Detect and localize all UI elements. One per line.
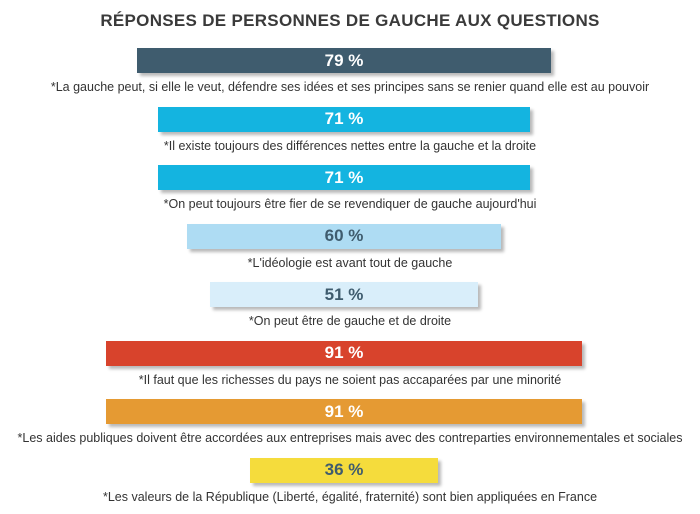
category-label: *La gauche peut, si elle le veut, défend…: [50, 80, 650, 94]
category-label: *On peut toujours être fier de se revend…: [163, 197, 537, 211]
bar-value-label: 36 %: [324, 460, 364, 479]
bar-7: 91 %: [105, 399, 583, 424]
bar-value-label: 51 %: [324, 284, 364, 304]
bar-value-label: 71 %: [324, 109, 364, 128]
category-label: *Les aides publiques doivent être accord…: [17, 431, 683, 445]
bar-4: 60 %: [186, 223, 502, 249]
category-label: *L'idéologie est avant tout de gauche: [247, 255, 453, 270]
bar-1: 79 %: [137, 48, 551, 73]
bar-8: 36 %: [249, 457, 439, 483]
bar-3: 71 %: [157, 165, 530, 190]
bar-value-label: 79 %: [324, 50, 364, 70]
bar-value-label: 71 %: [324, 167, 364, 187]
bar-value-label: 60 %: [324, 226, 364, 245]
category-label: *On peut être de gauche et de droite: [248, 314, 452, 328]
bar-6: 91 %: [105, 340, 583, 366]
category-label: *Il faut que les richesses du pays ne so…: [138, 372, 562, 387]
chart-title: RÉPONSES DE PERSONNES DE GAUCHE AUX QUES…: [100, 11, 600, 30]
category-label: *Il existe toujours des différences nett…: [163, 138, 537, 153]
bar-value-label: 91 %: [324, 343, 364, 362]
bar-2: 71 %: [157, 106, 530, 132]
category-label: *Les valeurs de la République (Liberté, …: [102, 489, 598, 504]
bar-value-label: 91 %: [324, 401, 364, 421]
bar-5: 51 %: [210, 282, 478, 307]
